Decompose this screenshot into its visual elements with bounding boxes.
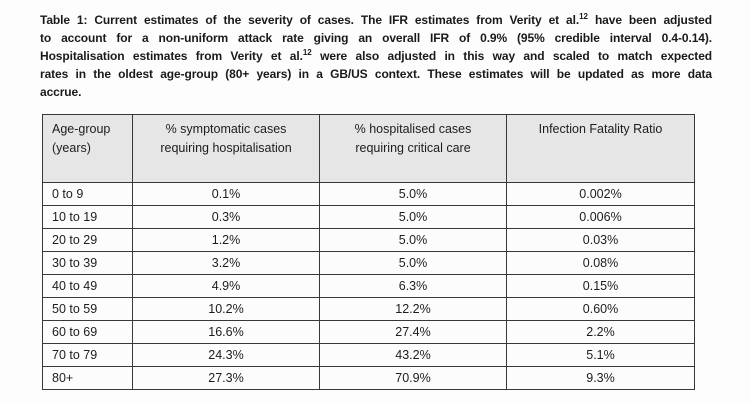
age-group-cell: 0 to 9 — [42, 181, 133, 206]
severity-table: Age-group (years)% symptomatic cases req… — [42, 114, 695, 390]
value-cell: 10.2% — [132, 296, 320, 321]
value-cell: 27.3% — [132, 365, 320, 390]
column-header: % hospitalised cases requiring critical … — [319, 114, 507, 183]
value-cell: 5.0% — [319, 250, 507, 275]
table-row: 10 to 19 0.3% 5.0% 0.006% — [42, 204, 695, 229]
table-row: 70 to 79 24.3% 43.2% 5.1% — [42, 342, 695, 367]
value-cell: 0.15% — [506, 273, 695, 298]
caption-text: accrue. — [40, 85, 82, 99]
citation-superscript: 12 — [302, 48, 312, 57]
age-group-cell: 80+ — [42, 365, 133, 390]
value-cell: 0.1% — [132, 181, 320, 206]
caption-text: to account for a non-uniform attack rate… — [40, 31, 712, 45]
caption-text: were also adjusted in this way and scale… — [311, 49, 713, 63]
value-cell: 70.9% — [319, 365, 507, 390]
caption-text: Table 1: Current estimates of the severi… — [40, 13, 580, 27]
age-group-cell: 20 to 29 — [42, 227, 133, 252]
caption-text: have been adjusted — [587, 13, 712, 27]
column-header: % symptomatic cases requiring hospitalis… — [132, 114, 320, 183]
value-cell: 16.6% — [132, 319, 320, 344]
value-cell: 27.4% — [319, 319, 507, 344]
table-row: 20 to 29 1.2% 5.0% 0.03% — [42, 227, 695, 252]
value-cell: 0.3% — [132, 204, 320, 229]
value-cell: 43.2% — [319, 342, 507, 367]
value-cell: 0.006% — [506, 204, 695, 229]
value-cell: 4.9% — [132, 273, 320, 298]
table-caption: Table 1: Current estimates of the severi… — [40, 11, 712, 101]
value-cell: 6.3% — [319, 273, 507, 298]
table-row: 80+ 27.3% 70.9% 9.3% — [42, 365, 695, 390]
table-row: 40 to 49 4.9% 6.3% 0.15% — [42, 273, 695, 298]
citation-superscript: 12 — [579, 12, 588, 21]
age-group-cell: 70 to 79 — [42, 342, 133, 367]
value-cell: 0.002% — [506, 181, 695, 206]
caption-line: rates in the oldest age-group (80+ years… — [40, 65, 712, 83]
table-row: 50 to 59 10.2% 12.2% 0.60% — [42, 296, 695, 321]
caption-line: Table 1: Current estimates of the severi… — [40, 11, 712, 29]
value-cell: 9.3% — [506, 365, 695, 390]
caption-line: to account for a non-uniform attack rate… — [40, 29, 712, 47]
caption-line: accrue. — [40, 83, 712, 101]
value-cell: 0.08% — [506, 250, 695, 275]
table-row: 60 to 69 16.6% 27.4% 2.2% — [42, 319, 695, 344]
value-cell: 24.3% — [132, 342, 320, 367]
value-cell: 2.2% — [506, 319, 695, 344]
table-row: 0 to 9 0.1% 5.0% 0.002% — [42, 181, 695, 206]
table-header-row: Age-group (years)% symptomatic cases req… — [42, 114, 695, 183]
age-group-cell: 30 to 39 — [42, 250, 133, 275]
caption-text: Hospitalisation estimates from Verity et… — [40, 49, 303, 63]
age-group-cell: 10 to 19 — [42, 204, 133, 229]
value-cell: 5.0% — [319, 181, 507, 206]
table-row: 30 to 39 3.2% 5.0% 0.08% — [42, 250, 695, 275]
column-header: Infection Fatality Ratio — [506, 114, 695, 183]
value-cell: 3.2% — [132, 250, 320, 275]
value-cell: 5.1% — [506, 342, 695, 367]
value-cell: 0.60% — [506, 296, 695, 321]
caption-text: rates in the oldest age-group (80+ years… — [40, 67, 712, 81]
table-body: 0 to 9 0.1% 5.0% 0.002% 10 to 19 0.3% 5.0% 0.00… — [42, 181, 695, 390]
caption-line: Hospitalisation estimates from Verity et… — [40, 47, 712, 65]
value-cell: 1.2% — [132, 227, 320, 252]
value-cell: 0.03% — [506, 227, 695, 252]
value-cell: 12.2% — [319, 296, 507, 321]
age-group-cell: 60 to 69 — [42, 319, 133, 344]
value-cell: 5.0% — [319, 227, 507, 252]
value-cell: 5.0% — [319, 204, 507, 229]
age-group-cell: 40 to 49 — [42, 273, 133, 298]
column-header: Age-group (years) — [42, 114, 133, 183]
age-group-cell: 50 to 59 — [42, 296, 133, 321]
